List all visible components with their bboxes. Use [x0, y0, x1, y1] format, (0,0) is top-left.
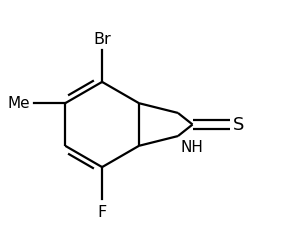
Text: NH: NH	[180, 140, 203, 155]
Text: Me: Me	[7, 96, 30, 111]
Text: F: F	[98, 205, 107, 220]
Text: Br: Br	[93, 32, 111, 47]
Text: S: S	[233, 116, 244, 133]
